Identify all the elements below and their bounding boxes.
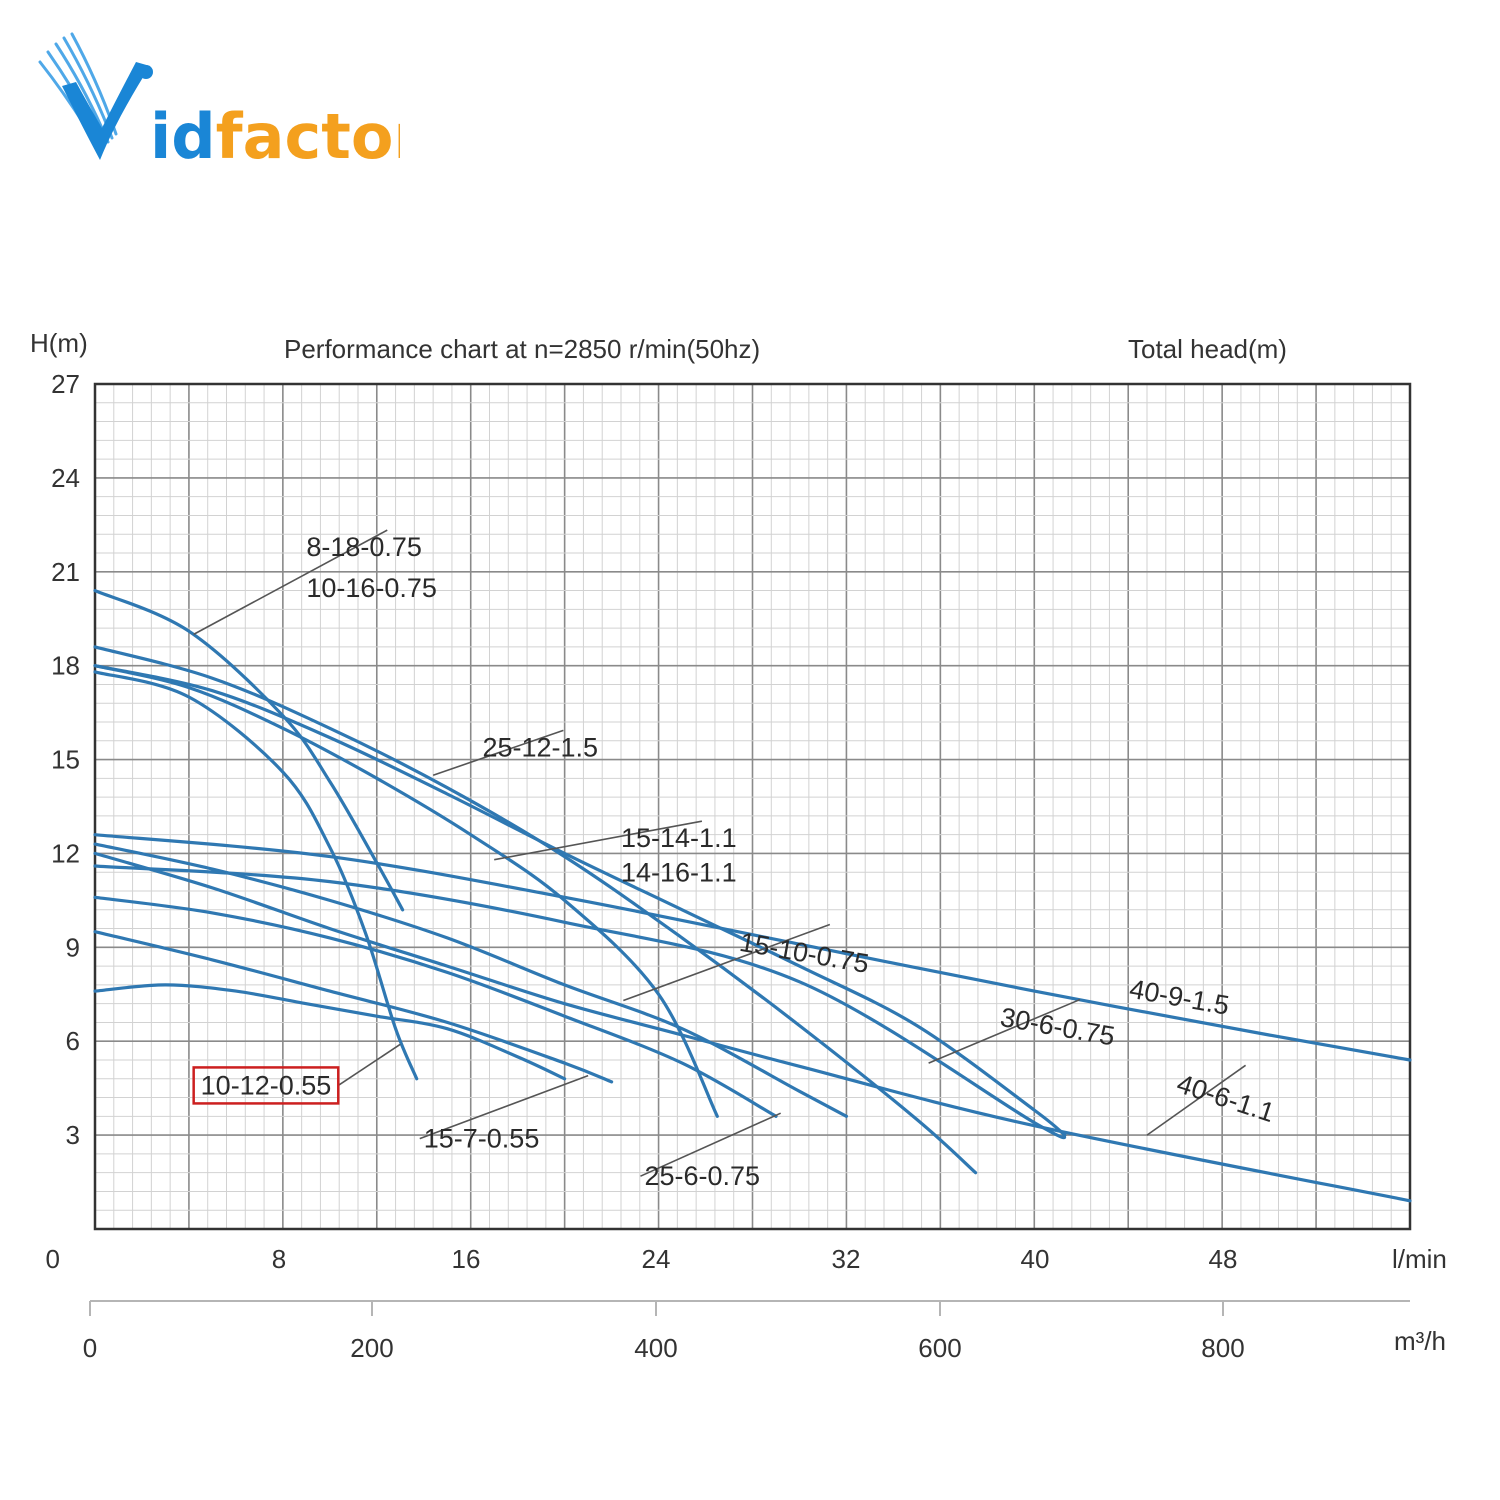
leader-line <box>193 529 388 636</box>
pump-curves <box>93 589 1412 1203</box>
x-unit-m3h: m³/h <box>1394 1326 1446 1356</box>
curve-label: 15-7-0.55 <box>424 1124 540 1154</box>
chart-title: Performance chart at n=2850 r/min(50hz) <box>284 334 760 364</box>
x-tick-label: 32 <box>832 1244 861 1274</box>
m3h-tick-label: 200 <box>350 1333 393 1363</box>
leader-line <box>432 729 564 776</box>
m3h-tick-label: 800 <box>1201 1333 1244 1363</box>
m3h-tick-label: 600 <box>918 1333 961 1363</box>
curve-15-7-0.55 <box>93 930 614 1084</box>
curve-label: 25-6-0.75 <box>644 1161 760 1191</box>
x-tick-label: 8 <box>272 1244 286 1274</box>
y-tick-label: 21 <box>51 557 80 587</box>
y-tick-label: 12 <box>51 838 80 868</box>
y-tick-label: 3 <box>66 1120 80 1150</box>
logo-dot <box>139 65 153 79</box>
leader-line <box>623 923 831 1002</box>
leader-line <box>337 1043 401 1087</box>
x-tick-label: 40 <box>1021 1244 1050 1274</box>
y-tick-label: 18 <box>51 651 80 681</box>
curve-10-16-0.75 <box>93 664 719 1118</box>
y-axis-label: H(m) <box>30 328 88 358</box>
curve-label: 40-6-1.1 <box>1173 1068 1278 1128</box>
m3h-tick-label: 0 <box>83 1333 97 1363</box>
curve-label: 8-18-0.75 <box>306 532 422 562</box>
curve-40-6-1.1 <box>93 851 1412 1203</box>
curve-label: 40-9-1.5 <box>1127 974 1231 1021</box>
leader-line <box>1146 1064 1247 1136</box>
curve-label: 10-12-0.55 <box>201 1070 332 1100</box>
curve-label: 25-12-1.5 <box>482 732 598 762</box>
curve-label: 15-14-1.1 <box>621 823 737 853</box>
plot-frame <box>93 382 1412 1231</box>
curve-10-12-0.55 <box>93 983 567 1081</box>
vidfactor-logo: idfactor <box>38 32 400 173</box>
curve-25-12-1.5 <box>93 645 978 1175</box>
x-unit-lmin: l/min <box>1392 1244 1447 1274</box>
y-tick-labels: 0 3 6 9 12 15 18 21 24 27 <box>46 369 80 1274</box>
leader-line <box>640 1112 782 1177</box>
curve-30-6-0.75 <box>93 864 1067 1140</box>
m3h-tick-label: 400 <box>634 1333 677 1363</box>
y-axis-label-right: Total head(m) <box>1128 334 1287 364</box>
y-tick-label: 6 <box>66 1026 80 1056</box>
x-tick-label: 48 <box>1209 1244 1238 1274</box>
leader-line <box>928 998 1081 1064</box>
leader-line <box>419 1074 589 1140</box>
m3h-axis: 0 200 400 600 800 <box>83 1300 1410 1363</box>
highlight-box <box>192 1066 340 1105</box>
y-tick-label: 15 <box>51 745 80 775</box>
curve-14-16-1.1 <box>93 664 1067 1137</box>
logo-v-shape <box>62 62 150 160</box>
curve-label: 10-16-0.75 <box>306 573 437 603</box>
curve-25-6-0.75 <box>93 895 778 1118</box>
x-tick-labels-lmin: 8 16 24 32 40 48 <box>272 1244 1238 1274</box>
x-tick-label: 24 <box>642 1244 671 1274</box>
x-tick-label: 16 <box>452 1244 481 1274</box>
leader-line <box>494 820 703 861</box>
y-tick-label: 27 <box>51 369 80 399</box>
y-tick-label: 9 <box>66 932 80 962</box>
y-tick-label: 24 <box>51 463 80 493</box>
logo-brand-text: idfactor <box>150 100 400 173</box>
y-tick-label: 0 <box>46 1244 60 1274</box>
curve-label: 14-16-1.1 <box>621 858 737 888</box>
label-leaders <box>193 529 1247 1177</box>
